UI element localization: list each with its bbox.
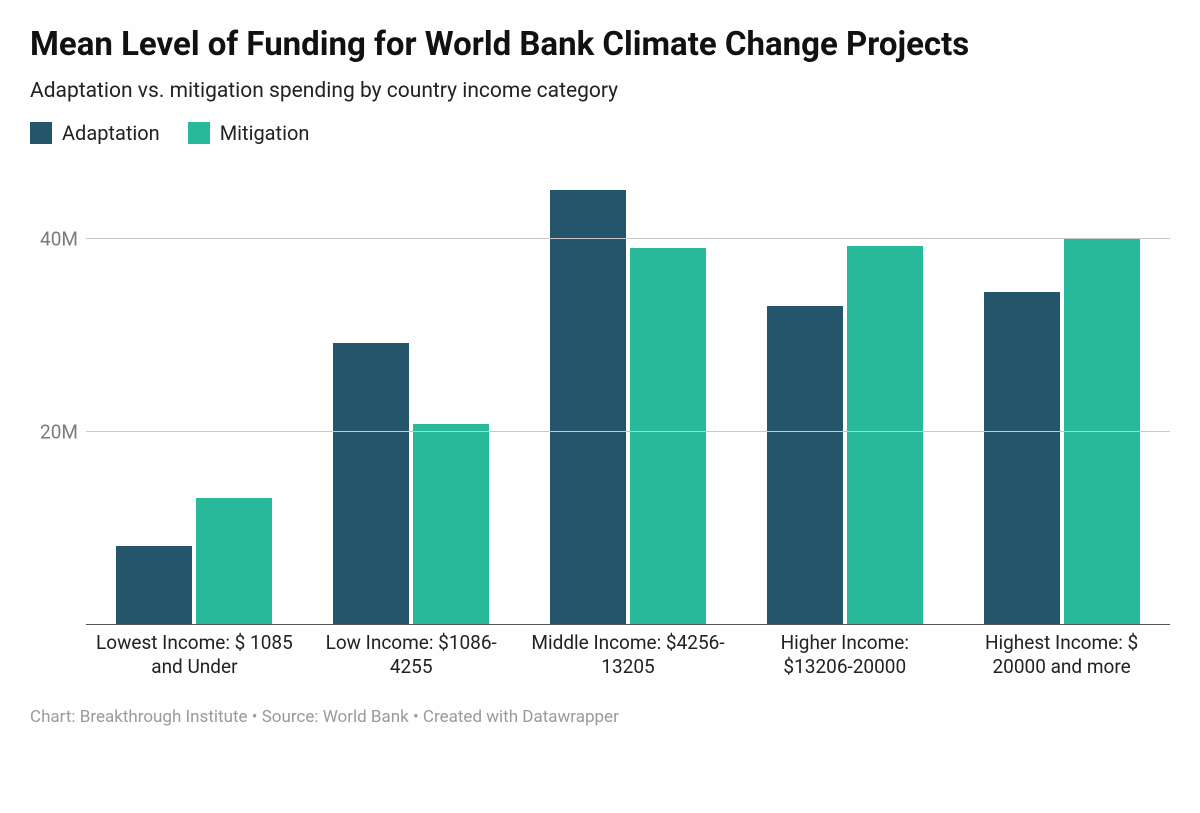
bar-adaptation — [333, 343, 409, 625]
bar-group — [736, 161, 953, 625]
bar-adaptation — [116, 546, 192, 625]
bar-adaptation — [767, 306, 843, 625]
legend-label-mitigation: Mitigation — [220, 121, 310, 145]
legend-label-adaptation: Adaptation — [62, 121, 160, 145]
legend: Adaptation Mitigation — [30, 121, 1170, 145]
chart-title: Mean Level of Funding for World Bank Cli… — [30, 24, 1170, 65]
bar-group — [520, 161, 737, 625]
gridline — [86, 238, 1170, 239]
chart: 20M 40M Lowest Income: $ 1085 and UnderLo… — [30, 161, 1170, 681]
bar-mitigation — [847, 246, 923, 625]
bar-group — [86, 161, 303, 625]
legend-item-mitigation: Mitigation — [188, 121, 310, 145]
plot-area — [86, 161, 1170, 625]
x-axis-label: Higher Income: $13206-20000 — [736, 625, 953, 681]
chart-subtitle: Adaptation vs. mitigation spending by co… — [30, 79, 1170, 103]
bar-group — [303, 161, 520, 625]
bar-groups — [86, 161, 1170, 625]
bar-mitigation — [630, 248, 706, 625]
bar-group — [953, 161, 1170, 625]
chart-footer: Chart: Breakthrough Institute • Source: … — [30, 707, 1170, 727]
x-axis-label: Lowest Income: $ 1085 and Under — [86, 625, 303, 681]
legend-swatch-adaptation — [30, 122, 52, 144]
x-axis-label: Highest Income: $ 20000 and more — [953, 625, 1170, 681]
bar-mitigation — [196, 498, 272, 626]
x-axis-labels: Lowest Income: $ 1085 and UnderLow Incom… — [86, 625, 1170, 681]
legend-swatch-mitigation — [188, 122, 210, 144]
y-axis: 20M 40M — [30, 161, 86, 625]
x-axis-label: Middle Income: $4256-13205 — [520, 625, 737, 681]
legend-item-adaptation: Adaptation — [30, 121, 160, 145]
x-axis-label: Low Income: $1086-4255 — [303, 625, 520, 681]
gridline — [86, 431, 1170, 432]
bar-adaptation — [550, 190, 626, 625]
bar-adaptation — [984, 292, 1060, 626]
y-tick-label: 20M — [30, 420, 86, 443]
bar-mitigation — [1064, 239, 1140, 626]
y-tick-label: 40M — [30, 227, 86, 250]
bar-mitigation — [413, 424, 489, 625]
